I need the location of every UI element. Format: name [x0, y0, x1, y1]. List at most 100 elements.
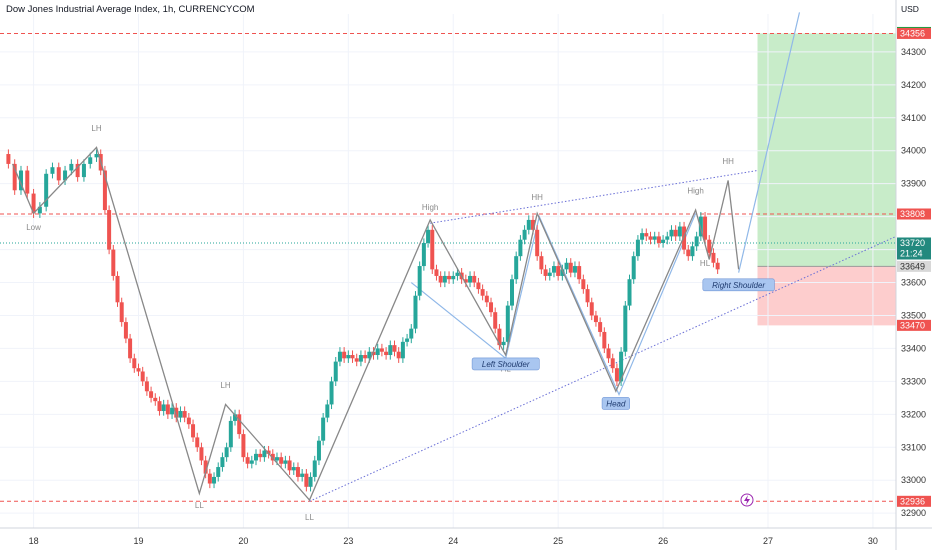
candle-body[interactable]: [384, 351, 389, 356]
candle-body[interactable]: [484, 295, 489, 303]
candle-body[interactable]: [224, 447, 229, 458]
candle-body[interactable]: [346, 355, 351, 359]
candle-body[interactable]: [379, 348, 384, 352]
candle-body[interactable]: [31, 193, 36, 214]
candle-body[interactable]: [128, 338, 133, 359]
candle-body[interactable]: [480, 289, 485, 296]
candle-body[interactable]: [635, 239, 640, 257]
candle-body[interactable]: [119, 302, 124, 323]
candle-body[interactable]: [694, 236, 699, 247]
candle-body[interactable]: [274, 457, 279, 461]
candle-body[interactable]: [589, 302, 594, 316]
candle-body[interactable]: [182, 411, 187, 418]
candle-body[interactable]: [304, 473, 309, 487]
candle-body[interactable]: [279, 457, 284, 464]
candle-body[interactable]: [627, 279, 632, 306]
candle-body[interactable]: [715, 262, 720, 270]
pattern-tag-box[interactable]: [601, 397, 630, 410]
candle-body[interactable]: [505, 305, 510, 342]
candle-body[interactable]: [102, 170, 107, 211]
candle-body[interactable]: [144, 381, 149, 392]
candle-body[interactable]: [266, 450, 271, 454]
projection-line[interactable]: [738, 12, 801, 273]
candle-body[interactable]: [149, 391, 154, 398]
candle-body[interactable]: [6, 154, 11, 164]
candle-body[interactable]: [430, 229, 435, 270]
candle-body[interactable]: [75, 163, 80, 178]
candle-body[interactable]: [220, 457, 225, 468]
candle-body[interactable]: [333, 361, 338, 382]
projection-line[interactable]: [410, 213, 697, 397]
candle-body[interactable]: [157, 401, 162, 412]
candle-body[interactable]: [228, 420, 233, 448]
candle-body[interactable]: [115, 275, 120, 303]
candle-body[interactable]: [711, 252, 716, 263]
candle-body[interactable]: [514, 256, 519, 280]
candle-body[interactable]: [195, 437, 200, 448]
candle-body[interactable]: [140, 371, 145, 382]
candle-body[interactable]: [153, 397, 158, 402]
candle-body[interactable]: [677, 226, 682, 237]
candle-body[interactable]: [690, 246, 695, 257]
candle-body[interactable]: [581, 279, 586, 290]
candle-body[interactable]: [564, 262, 569, 270]
candle-body[interactable]: [661, 239, 666, 243]
candle-body[interactable]: [585, 289, 590, 303]
candle-body[interactable]: [262, 450, 267, 458]
candle-body[interactable]: [136, 368, 141, 372]
candle-body[interactable]: [283, 460, 288, 464]
candle-body[interactable]: [254, 453, 258, 461]
candle-body[interactable]: [640, 233, 645, 240]
candle-body[interactable]: [644, 233, 649, 237]
candle-body[interactable]: [81, 163, 86, 178]
candle-body[interactable]: [707, 239, 712, 253]
candle-body[interactable]: [614, 368, 619, 382]
candle-body[interactable]: [56, 167, 61, 181]
candle-body[interactable]: [493, 312, 498, 329]
candle-body[interactable]: [396, 351, 401, 359]
target-zone[interactable]: [757, 33, 896, 267]
candle-body[interactable]: [522, 229, 527, 240]
candle-body[interactable]: [682, 226, 687, 250]
candle-body[interactable]: [174, 407, 179, 418]
candle-body[interactable]: [526, 219, 531, 230]
candle-body[interactable]: [551, 266, 556, 273]
candle-body[interactable]: [212, 476, 217, 484]
candle-body[interactable]: [560, 269, 565, 276]
candle-body[interactable]: [409, 328, 414, 339]
candle-body[interactable]: [258, 453, 263, 458]
candle-body[interactable]: [703, 216, 708, 240]
candle-body[interactable]: [354, 358, 359, 362]
candle-body[interactable]: [568, 262, 573, 273]
candle-body[interactable]: [388, 345, 393, 356]
candle-body[interactable]: [325, 404, 330, 418]
candle-body[interactable]: [434, 269, 439, 276]
candle-body[interactable]: [673, 229, 678, 237]
candle-body[interactable]: [312, 460, 317, 477]
candle-body[interactable]: [287, 460, 292, 471]
candle-body[interactable]: [497, 328, 502, 346]
candle-body[interactable]: [669, 229, 674, 237]
candle-body[interactable]: [619, 351, 624, 382]
candle-body[interactable]: [203, 460, 208, 474]
candle-body[interactable]: [665, 236, 670, 240]
candle-body[interactable]: [472, 275, 477, 283]
candle-body[interactable]: [111, 249, 116, 276]
candle-body[interactable]: [308, 476, 313, 487]
candle-body[interactable]: [375, 348, 380, 356]
candle-body[interactable]: [547, 272, 552, 276]
candle-body[interactable]: [233, 414, 238, 421]
candle-body[interactable]: [686, 249, 691, 257]
candle-body[interactable]: [593, 315, 598, 323]
candle-body[interactable]: [107, 210, 112, 250]
candle-body[interactable]: [572, 266, 577, 273]
candle-body[interactable]: [426, 229, 431, 243]
candle-body[interactable]: [442, 275, 447, 283]
candle-body[interactable]: [186, 417, 191, 425]
candle-body[interactable]: [501, 341, 506, 346]
candle-body[interactable]: [623, 305, 628, 352]
candle-body[interactable]: [417, 266, 422, 296]
candle-body[interactable]: [648, 236, 653, 240]
candle-body[interactable]: [178, 411, 183, 418]
trend-line[interactable]: [309, 235, 897, 502]
